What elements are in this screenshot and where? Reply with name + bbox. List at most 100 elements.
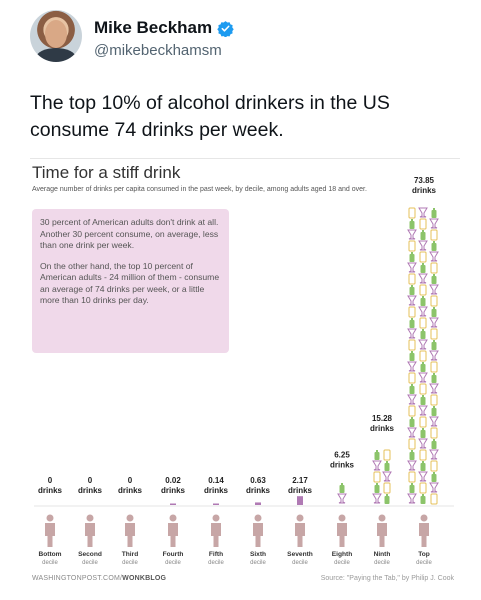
- decile-chart: 0drinksBottomdecile0drinksSeconddecile0d…: [34, 176, 454, 566]
- wine-glass-icon: [429, 218, 439, 229]
- bottle-neck-icon: [376, 483, 378, 486]
- avatar[interactable]: [30, 10, 82, 62]
- person-head: [126, 514, 134, 522]
- value-label: 0: [48, 476, 53, 485]
- person-icon: [168, 514, 178, 547]
- beer-can-icon: [419, 482, 427, 494]
- user-handle[interactable]: @mikebeckhamsm: [94, 42, 222, 59]
- bottle-icon: [409, 419, 415, 427]
- wine-glass-icon: [429, 383, 439, 394]
- user-name[interactable]: Mike Beckham: [94, 18, 213, 37]
- wine-glass-icon: [337, 493, 347, 504]
- decile-sublabel: decile: [374, 560, 390, 566]
- beer-can-icon: [419, 284, 427, 296]
- bottle-neck-icon: [422, 263, 424, 266]
- bottle-neck-icon: [433, 373, 435, 376]
- decile-bar-stub: [213, 503, 219, 505]
- decile-label: Second: [78, 551, 102, 558]
- person-icon: [295, 514, 305, 547]
- beer-can-icon: [430, 229, 438, 241]
- beer-can-icon: [419, 251, 427, 263]
- chart-title: Time for a stiff drink: [32, 163, 181, 182]
- decile-label: Fifth: [209, 551, 223, 558]
- wine-glass-icon: [372, 493, 382, 504]
- verified-badge-icon: [217, 20, 234, 37]
- bottle-neck-icon: [411, 450, 413, 453]
- person-body: [168, 523, 178, 547]
- bottle-neck-icon: [341, 483, 343, 486]
- beer-can-icon: [408, 273, 416, 285]
- decile-sublabel: decile: [292, 560, 308, 566]
- note-box: 30 percent of American adults don't drin…: [32, 209, 229, 353]
- bottle-neck-icon: [411, 384, 413, 387]
- bottle-icon: [409, 485, 415, 493]
- decile-label: Fourth: [163, 551, 184, 558]
- value-unit-label: drinks: [204, 486, 229, 495]
- wine-glass-icon: [407, 295, 417, 306]
- wine-glass-icon: [418, 240, 428, 251]
- bottle-neck-icon: [433, 472, 435, 475]
- bottle-neck-icon: [433, 307, 435, 310]
- wine-glass-icon: [372, 460, 382, 471]
- person-body: [211, 523, 221, 547]
- beer-can-icon: [419, 317, 427, 329]
- bottle-icon: [431, 474, 437, 482]
- bottle-neck-icon: [411, 483, 413, 486]
- decile-label: Eighth: [332, 551, 353, 558]
- bottle-icon: [420, 397, 426, 405]
- value-label: 0: [88, 476, 93, 485]
- decile-sublabel: decile: [416, 560, 432, 566]
- bottle-neck-icon: [433, 241, 435, 244]
- person-head: [378, 514, 386, 522]
- value-unit-label: drinks: [330, 461, 355, 470]
- bottle-icon: [431, 408, 437, 416]
- beer-can-icon: [430, 460, 438, 472]
- bottle-icon: [374, 452, 380, 460]
- user-name-row[interactable]: Mike Beckham: [94, 18, 234, 38]
- chart-image[interactable]: Time for a stiff drink Average number of…: [30, 158, 460, 588]
- beer-can-icon: [408, 471, 416, 483]
- decile-label: Ninth: [374, 551, 391, 558]
- person-body: [45, 523, 55, 547]
- person-icon: [45, 514, 55, 547]
- value-unit-label: drinks: [288, 486, 313, 495]
- decile-label: Sixth: [250, 551, 266, 558]
- wine-glass-icon: [418, 306, 428, 317]
- bottle-neck-icon: [422, 461, 424, 464]
- wine-glass-icon: [429, 251, 439, 262]
- bottle-icon: [374, 485, 380, 493]
- person-body: [419, 523, 429, 547]
- bottle-neck-icon: [433, 439, 435, 442]
- beer-can-icon: [419, 449, 427, 461]
- bottle-neck-icon: [433, 406, 435, 409]
- beer-can-icon: [383, 482, 391, 494]
- beer-can-icon: [419, 218, 427, 230]
- decile-bar-stub: [297, 496, 303, 505]
- person-icon: [211, 514, 221, 547]
- decile-bar-stub: [170, 503, 176, 505]
- decile-sublabel: decile: [82, 560, 98, 566]
- decile-bar-stub: [255, 502, 261, 505]
- bottle-neck-icon: [433, 274, 435, 277]
- decile-sublabel: decile: [165, 560, 181, 566]
- decile-sublabel: decile: [250, 560, 266, 566]
- wine-glass-icon: [407, 328, 417, 339]
- wine-glass-icon: [429, 482, 439, 493]
- bottle-neck-icon: [433, 208, 435, 211]
- person-head: [169, 514, 177, 522]
- wine-glass-icon: [418, 207, 428, 218]
- wine-glass-icon: [418, 438, 428, 449]
- bottle-icon: [420, 331, 426, 339]
- person-icon: [337, 514, 347, 547]
- wine-glass-icon: [418, 405, 428, 416]
- bottle-neck-icon: [422, 494, 424, 497]
- wine-glass-icon: [407, 427, 417, 438]
- value-unit-label: drinks: [161, 486, 186, 495]
